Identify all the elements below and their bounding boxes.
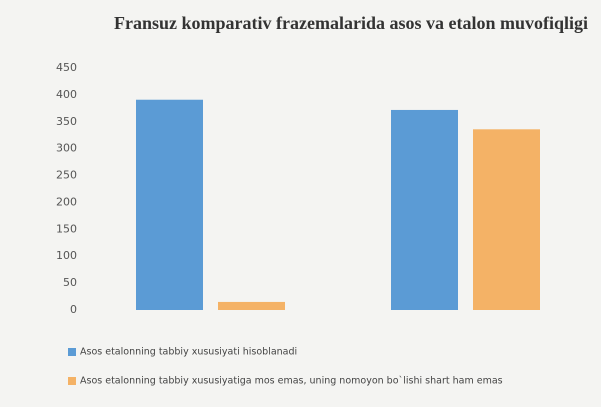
y-tick-label: 350: [56, 115, 77, 128]
y-tick-label: 200: [56, 195, 77, 208]
y-tick-label: 450: [56, 61, 77, 74]
y-tick-label: 50: [63, 276, 77, 289]
legend-label: Asos etalonning tabbiy xususiyatiga mos …: [80, 376, 503, 387]
y-tick-label: 100: [56, 249, 77, 262]
legend-label: Asos etalonning tabbiy xususiyati hisobl…: [80, 347, 297, 358]
bar: [473, 129, 540, 310]
y-tick-label: 400: [56, 88, 77, 101]
y-tick-label: 0: [70, 303, 77, 316]
y-tick-label: 250: [56, 169, 77, 182]
y-tick-label: 150: [56, 222, 77, 235]
y-tick-label: 300: [56, 142, 77, 155]
bar: [136, 99, 203, 311]
legend-swatch: [68, 348, 76, 356]
chart-title: Fransuz komparativ frazemalarida asos va…: [114, 13, 588, 33]
bar: [391, 109, 458, 311]
legend-swatch: [68, 377, 76, 385]
bar: [218, 301, 285, 310]
